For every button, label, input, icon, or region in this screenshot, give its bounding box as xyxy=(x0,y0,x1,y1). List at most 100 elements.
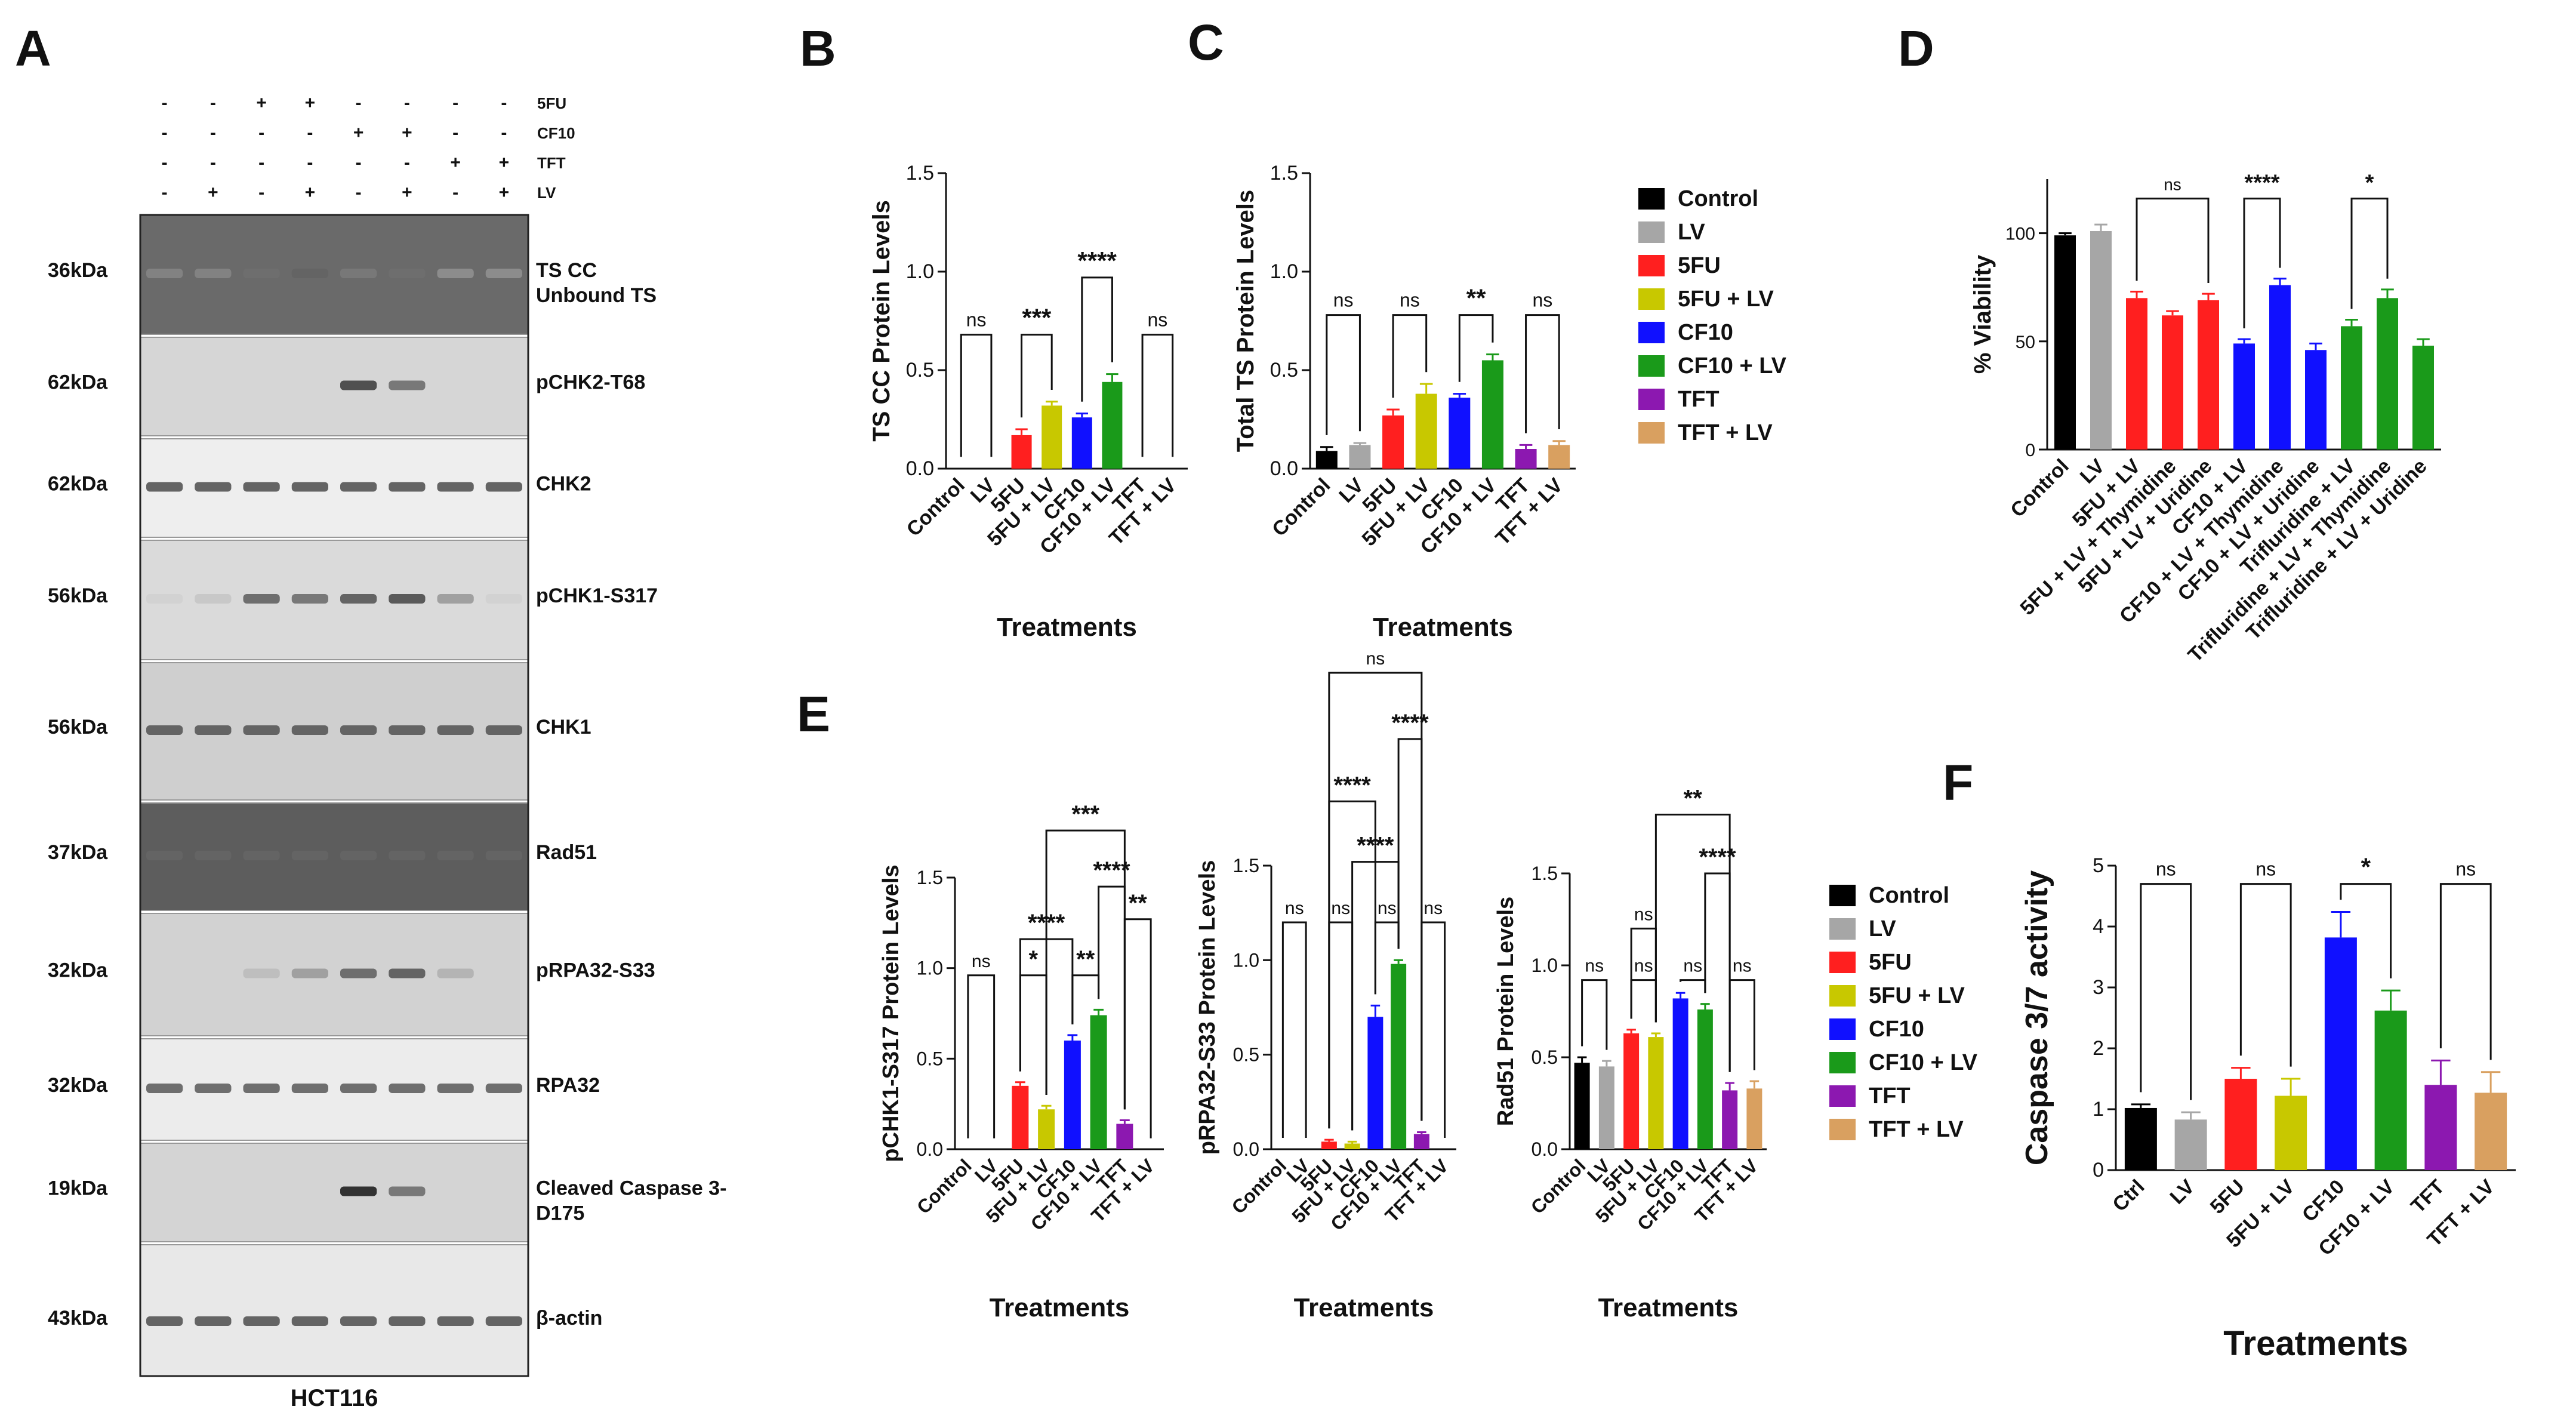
significance-bracket xyxy=(1123,918,1152,1138)
blot-band xyxy=(146,851,183,860)
legend-swatch xyxy=(1829,1018,1856,1040)
blot-band xyxy=(340,269,377,278)
blot-band xyxy=(146,594,183,604)
y-tick-label: 0.0 xyxy=(1532,1138,1558,1160)
treatment-label: LV xyxy=(537,184,556,202)
x-tick-label: TFT xyxy=(2406,1175,2449,1218)
significance-bracket xyxy=(1581,979,1608,1050)
blot-band xyxy=(437,725,474,735)
legend-label: CF10 xyxy=(1869,1017,1924,1042)
treatment-sign: + xyxy=(208,183,218,202)
blot-band xyxy=(243,968,280,978)
treatment-sign: - xyxy=(356,93,362,113)
treatment-sign: - xyxy=(307,153,313,173)
panel-label-f: F xyxy=(1943,755,1973,811)
significance-bracket xyxy=(1328,921,1354,1131)
blot-band xyxy=(195,269,232,278)
significance-label: **** xyxy=(2244,171,2279,196)
significance-bracket xyxy=(1019,974,1047,1095)
treatment-sign: + xyxy=(499,183,510,202)
x-axis-label: Treatments xyxy=(1294,1293,1434,1322)
x-axis-label: Treatments xyxy=(990,1293,1130,1322)
significance-label: ns xyxy=(2255,858,2276,880)
bar-5fu-lv xyxy=(2275,1095,2307,1170)
legend-label: TFT xyxy=(1678,387,1720,412)
blot-strip xyxy=(140,337,529,436)
bar-cf10 xyxy=(1064,1041,1081,1149)
blot-band xyxy=(340,594,377,604)
legend-label: Control xyxy=(1869,883,1949,908)
y-tick-label: 0.0 xyxy=(917,1138,943,1160)
y-tick-label: 0.5 xyxy=(917,1048,943,1069)
treatment-sign: - xyxy=(258,153,264,173)
blot-band xyxy=(389,851,426,860)
significance-bracket xyxy=(2439,883,2492,1060)
y-tick-label: 1.0 xyxy=(906,260,934,283)
legend-label: 5FU + LV xyxy=(1869,983,1965,1008)
blot-strip xyxy=(140,1244,529,1377)
blot-band xyxy=(291,725,328,735)
x-axis-label: Treatments xyxy=(997,613,1137,642)
legend-swatch xyxy=(1829,985,1856,1007)
significance-bracket xyxy=(1141,334,1174,457)
significance-bracket xyxy=(1421,921,1446,1138)
blot-band xyxy=(243,482,280,492)
treatment-sign: - xyxy=(452,93,458,113)
bar-cf10 xyxy=(2324,937,2357,1170)
y-tick-label: 0.5 xyxy=(906,359,934,381)
blot-band xyxy=(340,1186,377,1196)
blot-frame xyxy=(139,214,529,1377)
significance-label: ns xyxy=(2156,858,2176,880)
blot-band xyxy=(195,482,232,492)
treatment-sign: - xyxy=(452,183,458,202)
treatment-label: TFT xyxy=(537,154,566,172)
treatment-label: CF10 xyxy=(537,124,575,142)
significance-bracket xyxy=(1281,921,1307,1138)
significance-label: **** xyxy=(1391,710,1429,736)
blot-band xyxy=(389,269,426,278)
molecular-weight: 43kDa xyxy=(48,1307,108,1329)
x-tick-label: Control xyxy=(2006,455,2073,522)
blot-band xyxy=(291,269,328,278)
significance-bracket xyxy=(2136,198,2210,283)
treatment-sign: - xyxy=(501,123,507,143)
legend-swatch xyxy=(1829,1119,1856,1140)
legend-bottom: Control LV 5FU 5FU + LV CF10 CF10 + LV TFT TFT … xyxy=(1829,883,1978,1142)
y-axis-label: % Viability xyxy=(1970,254,1996,374)
blot-band xyxy=(389,1316,426,1326)
legend-label: CF10 + LV xyxy=(1869,1050,1978,1075)
y-axis-label: Caspase 3/7 activity xyxy=(2020,870,2054,1165)
y-tick-label: 0.5 xyxy=(1532,1047,1558,1068)
x-tick-label: 5FU xyxy=(2206,1175,2249,1218)
bar-tft xyxy=(1116,1124,1133,1149)
significance-label: ns xyxy=(1683,956,1702,976)
molecular-weight: 36kDa xyxy=(48,259,108,282)
significance-label: ns xyxy=(1333,290,1354,311)
treatment-sign: - xyxy=(307,123,313,143)
treatment-sign: + xyxy=(450,153,461,173)
blot-band xyxy=(437,269,474,278)
significance-label: ns xyxy=(1366,649,1385,669)
blot-strip xyxy=(140,1143,529,1242)
significance-label: ns xyxy=(1378,898,1397,918)
bar-5fu-lv xyxy=(1038,1109,1055,1149)
legend-swatch xyxy=(1638,389,1665,410)
blot-band xyxy=(195,1084,232,1093)
significance-label: **** xyxy=(1333,772,1371,798)
panel-label-c: C xyxy=(1188,14,1224,70)
bar-5fu xyxy=(1012,1085,1029,1149)
treatment-sign: + xyxy=(305,183,316,202)
y-tick-label: 50 xyxy=(2016,333,2035,352)
treatment-sign: + xyxy=(402,123,412,143)
legend-label: LV xyxy=(1869,916,1896,941)
molecular-weight: 37kDa xyxy=(48,841,108,864)
blot-band xyxy=(340,380,377,390)
legend-swatch xyxy=(1638,355,1665,377)
panel-label-b: B xyxy=(800,20,836,76)
western-blot-panel: - - + + - - - - 5FU - - - - + + - - CF10 - - - - - - + + TFT - + - + - +… xyxy=(48,93,726,1411)
legend-swatch xyxy=(1638,255,1665,276)
legend-label: CF10 xyxy=(1678,320,1733,345)
